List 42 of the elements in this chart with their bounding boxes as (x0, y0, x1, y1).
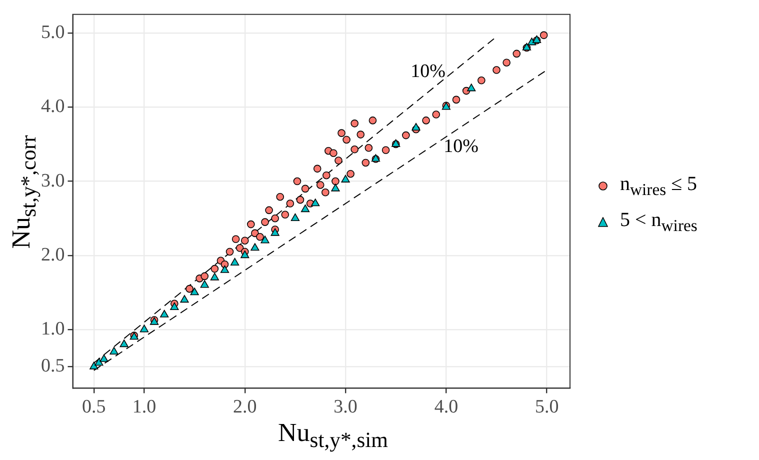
point (250, 243, 260, 251)
point (200, 280, 209, 288)
y-tick-label: 5.0 (41, 22, 65, 43)
point (210, 272, 219, 280)
point (341, 174, 350, 182)
y-tick-label: 1.0 (41, 318, 65, 340)
point (230, 258, 240, 266)
point (270, 228, 280, 236)
x-tick-label: 3.0 (334, 396, 358, 418)
point (290, 213, 300, 222)
point (220, 265, 230, 273)
y-tick-label: 2.0 (41, 244, 65, 266)
y-tick-label: 3.0 (41, 170, 65, 192)
point (90, 362, 98, 370)
legend-label: n$_{wires}$ ≤ 5 (620, 172, 698, 200)
legend-label: 5 < n$_{wires}$ (620, 208, 698, 236)
point (190, 288, 199, 296)
point (467, 84, 476, 92)
point (100, 354, 108, 362)
point (300, 204, 310, 212)
x-tick-label: 4.0 (434, 396, 458, 418)
point (94, 358, 104, 366)
point (120, 340, 128, 348)
x-tick-label: 5.0 (534, 396, 559, 418)
point (412, 122, 420, 131)
x-tick-label: 0.5 (82, 396, 106, 418)
point (140, 324, 149, 332)
point (180, 295, 189, 303)
point (160, 310, 169, 318)
annotation: 10% (444, 136, 479, 157)
point (260, 236, 270, 244)
point (331, 184, 340, 192)
annotation: 10% (410, 60, 446, 82)
x-tick-label: 2.0 (233, 396, 257, 418)
point (240, 250, 250, 258)
x-axis-title: Nu$_{st,y*,sim}$ (277, 418, 389, 454)
point (311, 198, 320, 206)
point (170, 302, 179, 310)
y-tick-label: 0.5 (41, 356, 65, 377)
y-tick-label: 4.0 (41, 96, 65, 118)
point (110, 346, 118, 355)
x-tick-label: 1.0 (132, 396, 156, 418)
